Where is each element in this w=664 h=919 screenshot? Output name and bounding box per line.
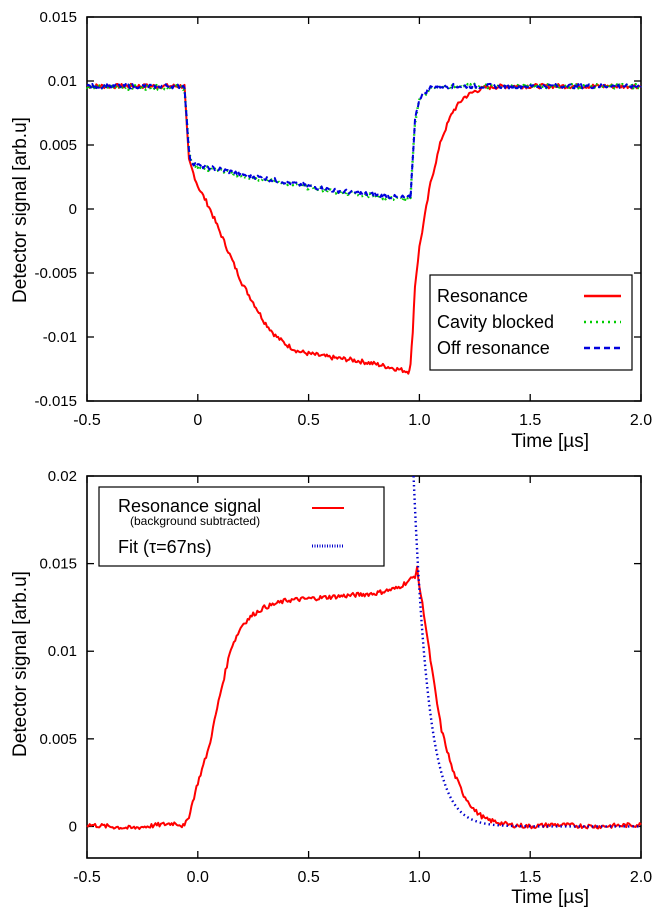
legend-label-fit: Fit (τ=67ns)	[118, 537, 212, 557]
bottom-x-tick-label: 2.0	[630, 869, 652, 886]
legend-label-resonance-signal: Resonance signal	[118, 496, 261, 516]
bottom-y-tick-label: 0.015	[39, 556, 77, 573]
bottom-panel: -0.5 0.0 0.5 1.0 1.5 2.0 0.02 0.015 0.01 0.005 0 D…	[10, 468, 652, 908]
bottom-y-tick-label: 0.005	[39, 731, 77, 748]
top-y-tick-label: 0.01	[48, 73, 77, 90]
bottom-x-tick-label: -0.5	[73, 869, 101, 886]
top-x-axis-title: Time [µs]	[511, 431, 589, 452]
top-series-cavity-blocked	[87, 84, 641, 201]
top-y-tick-label: 0.015	[39, 9, 77, 26]
top-series-off-resonance	[87, 84, 641, 199]
legend-label-off-resonance: Off resonance	[437, 338, 550, 358]
top-x-tick-label: 0	[193, 412, 202, 429]
bottom-series-fit-67ns	[414, 476, 641, 826]
top-x-tick-label: 0.5	[297, 412, 319, 429]
legend-label-resonance: Resonance	[437, 286, 528, 306]
bottom-y-axis-title: Detector signal [arb.u]	[10, 571, 31, 757]
bottom-x-tick-label: 1.5	[519, 869, 541, 886]
bottom-y-tick-label: 0	[69, 818, 77, 835]
bottom-y-tick-label: 0.02	[48, 468, 77, 485]
bottom-series-resonance-signal	[87, 567, 641, 829]
top-y-tick-label: -0.01	[43, 329, 77, 346]
top-y-tick-label: 0.005	[39, 137, 77, 154]
bottom-x-axis-title: Time [µs]	[511, 887, 589, 908]
top-legend: Resonance Cavity blocked Off resonance	[430, 275, 632, 370]
top-x-tick-label: 1.0	[408, 412, 430, 429]
top-x-tick-label: -0.5	[73, 412, 101, 429]
top-y-tick-label: 0	[69, 201, 77, 218]
bottom-y-tick-label: 0.01	[48, 643, 77, 660]
legend-label-cavity-blocked: Cavity blocked	[437, 312, 554, 332]
top-y-tick-label: -0.005	[34, 265, 77, 282]
bottom-x-tick-label: 0.0	[187, 869, 209, 886]
top-y-axis-title: Detector signal [arb.u]	[10, 117, 31, 303]
top-x-tick-label: 2.0	[630, 412, 652, 429]
top-x-tick-label: 1.5	[519, 412, 541, 429]
legend-label-background-subtracted: (background subtracted)	[130, 514, 260, 528]
bottom-legend: Resonance signal (background subtracted)…	[99, 487, 384, 566]
bottom-x-tick-label: 1.0	[408, 869, 430, 886]
figure: -0.5 0 0.5 1.0 1.5 2.0 0.015 0.01 0.005 0 -0.005 -0…	[0, 0, 664, 919]
top-panel: -0.5 0 0.5 1.0 1.5 2.0 0.015 0.01 0.005 0 -0.005 -0…	[10, 9, 652, 452]
bottom-x-tick-label: 0.5	[297, 869, 319, 886]
top-y-tick-label: -0.015	[34, 393, 77, 410]
